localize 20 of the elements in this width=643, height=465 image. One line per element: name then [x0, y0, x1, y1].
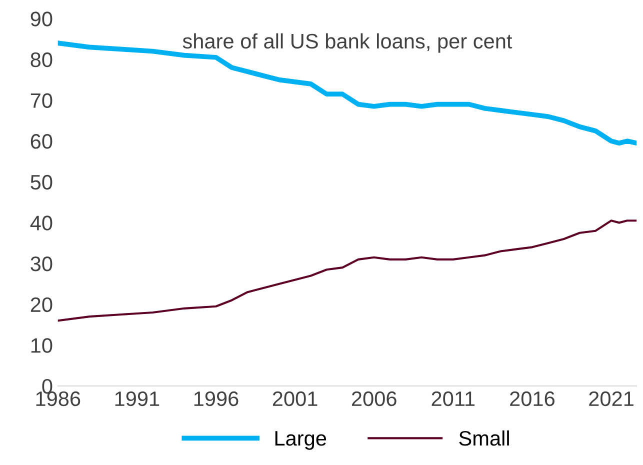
x-tick-label: 1996 [194, 391, 238, 406]
y-tick-label: 50 [30, 174, 52, 190]
y-tick-label: 40 [30, 216, 52, 230]
y-tick-label: 60 [30, 134, 52, 149]
text: share of all US bank loans, per cent [182, 33, 512, 53]
y-tick-label: 80 [30, 52, 52, 68]
x-tick-label: 2006 [352, 391, 396, 406]
legend-label: Large [275, 431, 326, 450]
line-series [58, 220, 637, 322]
x-tick-label: 2001 [272, 391, 318, 406]
x-tick-label: 2021 [589, 391, 634, 406]
y-tick-label: 10 [31, 338, 52, 353]
legend-label: Small [459, 430, 509, 446]
x-tick-label: 2016 [510, 391, 554, 406]
y-tick-label: 20 [30, 297, 52, 312]
x-tick-label: 2011 [432, 391, 475, 406]
y-tick-label: 90 [30, 12, 52, 26]
x-tick-label: 1991 [115, 391, 160, 406]
y-tick-label: 70 [30, 93, 52, 108]
y-tick-label: 30 [30, 256, 52, 272]
